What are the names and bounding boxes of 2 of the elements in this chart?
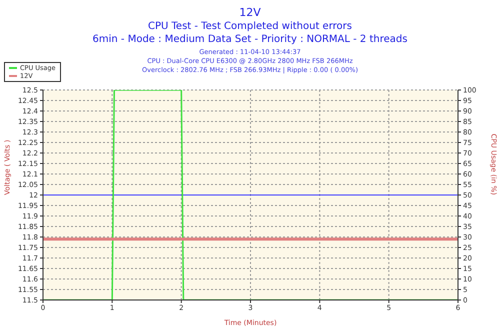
chart-title: 12V: [238, 6, 262, 19]
chart-subtitle: CPU Test - Test Completed without errors 6min - Mode : Medium Data Set - Priority : NORMAL - 2 threads: [92, 20, 408, 46]
